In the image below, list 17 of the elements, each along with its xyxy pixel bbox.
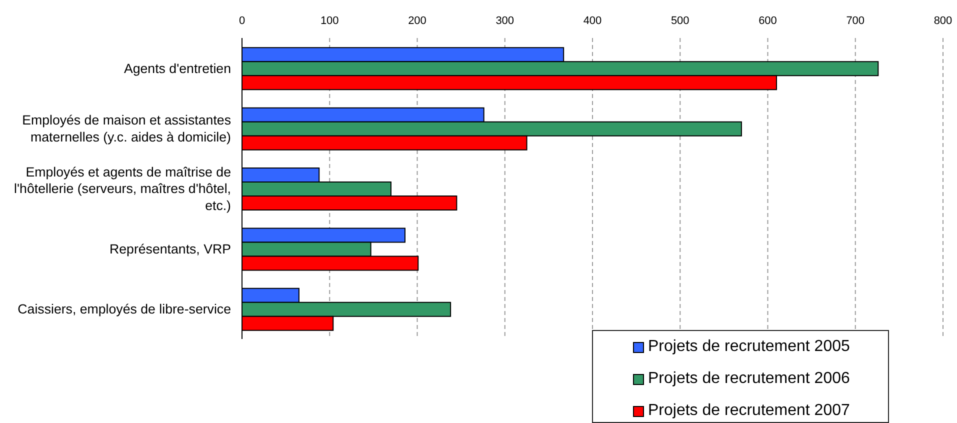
legend-label: Projets de recrutement 2007 — [648, 402, 850, 420]
x-tick-label: 600 — [758, 15, 777, 27]
y-tick-label: Agents d'entretien — [124, 60, 231, 76]
legend-label: Projets de recrutement 2006 — [648, 370, 850, 388]
x-tick-label: 100 — [320, 15, 339, 27]
y-tick-label: Caissiers, employés de libre-service — [18, 302, 231, 317]
x-tick-label: 500 — [670, 15, 690, 27]
x-tick-label: 400 — [583, 15, 602, 27]
x-tick-label: 300 — [496, 15, 514, 27]
x-tick-label: 0 — [238, 15, 246, 27]
legend-label: Projets de recrutement 2005 — [648, 338, 850, 356]
y-tick-label: Employés de maison et assistantes maternelles (y.c. aides à domicile) — [22, 112, 232, 144]
x-tick-label: 700 — [846, 15, 865, 27]
y-tick-label: Représentants, VRP — [110, 241, 232, 256]
x-tick-label: 200 — [408, 15, 426, 27]
x-tick-label: 800 — [934, 15, 952, 27]
y-tick-label: Employés et agents de maîtrise de l'hôtellerie (serveurs, maîtres d'hôtel, etc.) — [14, 164, 231, 213]
